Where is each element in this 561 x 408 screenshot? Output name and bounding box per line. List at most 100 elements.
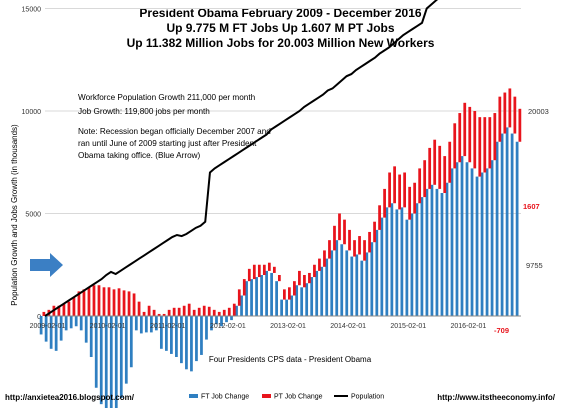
ft-bar — [255, 277, 258, 316]
pt-bar — [122, 290, 126, 316]
pt-bar — [72, 297, 76, 316]
ft-bar — [320, 266, 324, 316]
ft-bar — [355, 254, 359, 316]
pt-bar — [132, 293, 136, 316]
ft-bar — [69, 316, 73, 329]
chart-subtitle-2: Up 11.382 Million Jobs for 20.003 Millio… — [126, 36, 435, 50]
legend-swatch-ft — [189, 394, 198, 398]
pt-bar — [212, 309, 216, 316]
y-tick-label: 5000 — [25, 212, 41, 219]
pt-bar — [433, 139, 437, 185]
ft-bar — [245, 281, 248, 316]
pt-bar — [82, 289, 86, 316]
ft-bar — [215, 316, 218, 325]
pt-bar — [57, 305, 61, 316]
ft-bar — [265, 270, 268, 316]
ft-bar — [175, 316, 178, 357]
ft-bar — [415, 203, 419, 316]
pt-bar — [62, 303, 66, 316]
pt-bar — [232, 303, 236, 316]
ft-bar — [270, 272, 273, 316]
legend-label-pt: PT Job Change — [274, 394, 323, 401]
ft-bar — [495, 141, 499, 316]
legend-swatch-population — [334, 395, 348, 397]
ft-bar — [159, 316, 163, 349]
pt-bar — [338, 213, 341, 241]
ft-bar — [515, 141, 519, 316]
ft-bar — [79, 316, 83, 331]
pt-bar — [267, 262, 271, 271]
ft-bar — [134, 316, 138, 331]
pt-bar — [147, 305, 151, 316]
ft-bar — [365, 252, 369, 316]
y-tick-label: 10000 — [22, 109, 42, 116]
ft-bar — [39, 316, 43, 335]
pt-bar — [298, 270, 301, 286]
pt-bar — [152, 309, 156, 316]
pt-bar — [252, 264, 256, 280]
pt-bar — [237, 289, 241, 306]
pt-bar — [388, 172, 391, 208]
ft-bar — [200, 316, 203, 355]
x-tick-label: 2015-02-01 — [390, 323, 426, 330]
pt-bar — [172, 307, 176, 316]
population-end-label: 20003 — [528, 107, 549, 116]
pt-bar — [313, 264, 316, 278]
ft-bar — [225, 316, 228, 323]
pt-bar — [508, 88, 512, 128]
pt-bar — [207, 306, 211, 316]
pt-bar — [277, 275, 281, 282]
pt-bar — [323, 250, 326, 267]
ft-bar — [410, 213, 414, 316]
ft-bar — [420, 197, 424, 316]
ft-bar — [59, 316, 63, 341]
pt-bar — [127, 291, 131, 316]
ft-bar — [64, 316, 68, 331]
pt-bar — [177, 307, 181, 316]
pt-bar — [182, 305, 186, 316]
pt-bar — [478, 117, 482, 177]
ft-bar — [260, 275, 263, 316]
x-axis-title: Four Presidents CPS data - President Oba… — [209, 355, 372, 364]
ft-bar — [440, 193, 444, 316]
ft-bar — [305, 283, 309, 316]
pt-bar — [293, 281, 296, 296]
legend-swatch-pt — [262, 394, 271, 398]
pt-bar — [503, 92, 507, 134]
annotation-job-growth: Job Growth: 119,800 jobs per month — [78, 107, 210, 116]
pt-bar — [77, 291, 81, 316]
pt-bar — [378, 205, 381, 230]
ft-bar — [94, 316, 98, 388]
ft-bar — [490, 160, 494, 316]
x-tick-label: 2012-02-01 — [210, 323, 246, 330]
ft-bar — [285, 299, 289, 316]
pt-bar — [227, 307, 231, 316]
ft-bar — [190, 316, 193, 372]
pt-bar — [423, 160, 427, 198]
chart-title-block: President Obama February 2009 - December… — [0, 6, 561, 51]
pt-bar — [498, 96, 502, 142]
ft-bar — [89, 316, 93, 357]
pt-bar — [513, 96, 517, 134]
pt-bar — [107, 287, 111, 316]
pt-bar — [117, 288, 121, 316]
pt-end-label: 1607 — [523, 202, 540, 211]
x-tick-label: 2009-02-01 — [30, 323, 66, 330]
pt-bar — [197, 307, 201, 316]
ft-bar — [345, 250, 349, 316]
pt-bar — [343, 219, 346, 245]
pt-bar — [428, 147, 432, 189]
x-tick-label: 2010-02-01 — [90, 323, 126, 330]
ft-bar — [74, 316, 78, 327]
ft-bar — [104, 316, 108, 408]
annotation-note-2: ran until June of 2009 starting just aft… — [78, 139, 257, 148]
pt-bar — [303, 275, 306, 288]
ft-bar — [205, 316, 208, 340]
pt-bar — [67, 301, 71, 316]
x-tick-label: 2014-02-01 — [330, 323, 366, 330]
pt-bar — [142, 311, 146, 316]
ft-bar — [450, 168, 454, 316]
ft-end-label: 9755 — [526, 261, 543, 270]
pt-bar — [483, 117, 487, 173]
